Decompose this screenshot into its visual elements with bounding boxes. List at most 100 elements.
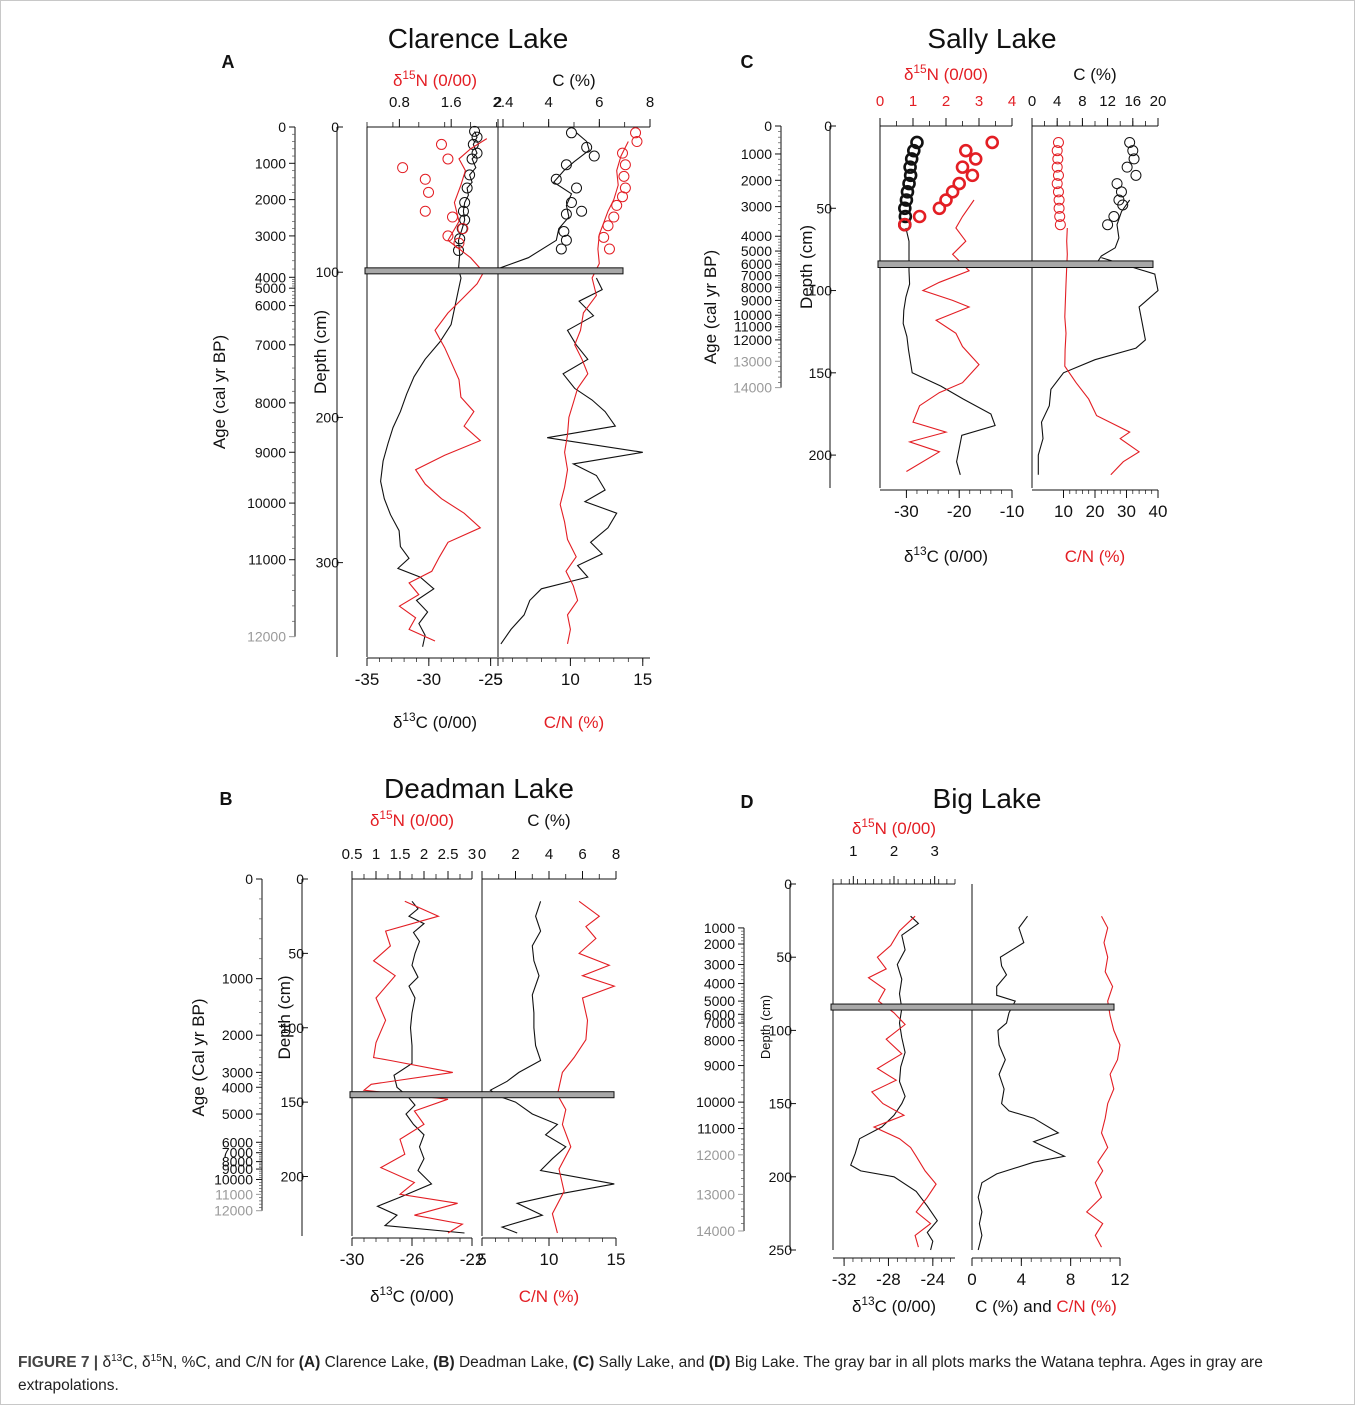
cn-plot: 0 4 8 12 16 20 C (%) 10 20 30 40 C/N (%) [1028,65,1168,566]
cn-plot: 0 4 8 12 C (%) and C/N (%) [967,884,1129,1316]
data-point-black [560,159,572,171]
age-tick-label: 2000 [255,192,286,208]
bottom-axis-label: δ13C (0/00) [852,1294,936,1316]
caption-text: (A) [298,1354,321,1372]
data-point-red [602,220,614,232]
data-point-red [1053,202,1065,214]
series-line-black [500,277,643,645]
caption-text: Deadman Lake, [454,1354,573,1372]
data-point-black [903,168,918,183]
panel-letter: A [222,52,235,72]
caption-text: 15 [150,1353,162,1364]
series-line-black [489,901,615,1234]
data-point-black [576,205,588,217]
age-tick-label: 11000 [248,552,286,568]
age-tick-label: 12000 [247,629,286,645]
data-point-red [1053,194,1065,206]
data-point-black [565,127,577,139]
caption-text: Big Lake. The gray bar in all plots mark… [18,1354,1263,1394]
data-point-black [898,209,913,224]
top-tick-label: 2 [890,843,898,860]
bottom-tick-label: 10 [540,1250,559,1269]
data-point-red [435,138,447,150]
data-point-black [461,182,473,194]
data-point-red [1051,145,1063,157]
data-point-red [630,127,642,139]
series-line-red [362,900,464,1234]
data-point-red [955,160,970,174]
top-tick-label: 1.5 [390,846,411,863]
bottom-tick-label: 5 [477,1250,486,1269]
age-tick-label: 11000 [734,319,772,335]
data-point-red [446,211,458,223]
caption-text: 13 [111,1353,123,1364]
panel-title: Deadman Lake [384,773,574,804]
iso-plot: 0.8 1.6 2.4 δ15N (0/00) -35 -30 -25 δ13C (0/00) [355,68,514,732]
data-point-red [603,243,615,255]
data-point-black [902,176,916,191]
panel-title: Big Lake [933,783,1042,814]
bottom-tick-label: 10 [561,670,580,689]
bottom-tick-label: 30 [1117,502,1136,521]
data-point-red [618,170,630,182]
age-tick-label: 7000 [704,1015,735,1031]
caption-figure-label: FIGURE 7 | [18,1354,99,1372]
series-line-black [376,900,465,1234]
data-point-black [1102,219,1114,231]
bottom-tick-label: -32 [832,1270,857,1289]
age-tick-label: 4000 [255,269,286,285]
data-point-red [932,201,947,216]
data-point-black [550,173,562,185]
series-line-black [850,915,938,1251]
tephra-bar [830,1003,1115,1011]
top-tick-label: 4 [1008,93,1016,110]
age-tick-label: 13000 [696,1186,735,1202]
age-tick-label: 7000 [255,337,286,353]
caption-text: (B) [433,1354,455,1372]
data-point-red [952,176,967,191]
top-tick-label: 4 [545,846,553,863]
depth-tick-label: 0 [824,118,832,134]
series-line-black [977,915,1067,1251]
top-tick-label: 0.8 [389,94,410,111]
age-tick-label: 8000 [741,279,772,295]
age-tick-label: 8000 [222,1154,253,1170]
tephra-bar [364,267,624,275]
data-point-black [452,244,464,256]
top-tick-label: 1 [372,846,380,863]
depth-tick-label: 150 [281,1094,305,1110]
data-point-black [904,152,919,166]
top-tick-label: 0.5 [342,846,363,863]
depth-tick-label: 100 [809,283,833,299]
data-point-red [453,237,465,249]
top-tick-label: 20 [1150,93,1167,110]
bottom-tick-label: -22 [460,1250,485,1269]
age-tick-label: 9000 [741,292,772,308]
top-axis-label: C (%) [1073,65,1116,84]
caption-text: Sally Lake, and [594,1354,709,1372]
data-point-red [1052,153,1064,165]
bottom-tick-label: 12 [1111,1270,1130,1289]
data-point-red [616,191,628,203]
data-point-red [598,231,610,243]
data-point-black [560,234,572,246]
panel-letter: B [220,789,233,809]
data-point-black [555,243,567,255]
depth-tick-label: 100 [281,1020,305,1036]
bottom-tick-label: 20 [1086,502,1105,521]
age-tick-label: 2000 [704,936,735,952]
top-tick-label: 2 [494,94,502,111]
depth-tick-label: 100 [316,264,340,280]
depth-axis-label: Depth (cm) [311,310,330,394]
data-point-black [457,205,469,217]
data-point-red [619,159,631,171]
data-point-red [616,147,628,159]
age-tick-label: 10000 [214,1171,253,1187]
age-tick-label: 7000 [222,1145,253,1161]
age-tick-label: 4000 [741,228,772,244]
top-tick-label: 8 [612,846,620,863]
series-line-red [551,900,616,1234]
data-point-red [1054,211,1066,222]
data-point-black [471,131,483,143]
